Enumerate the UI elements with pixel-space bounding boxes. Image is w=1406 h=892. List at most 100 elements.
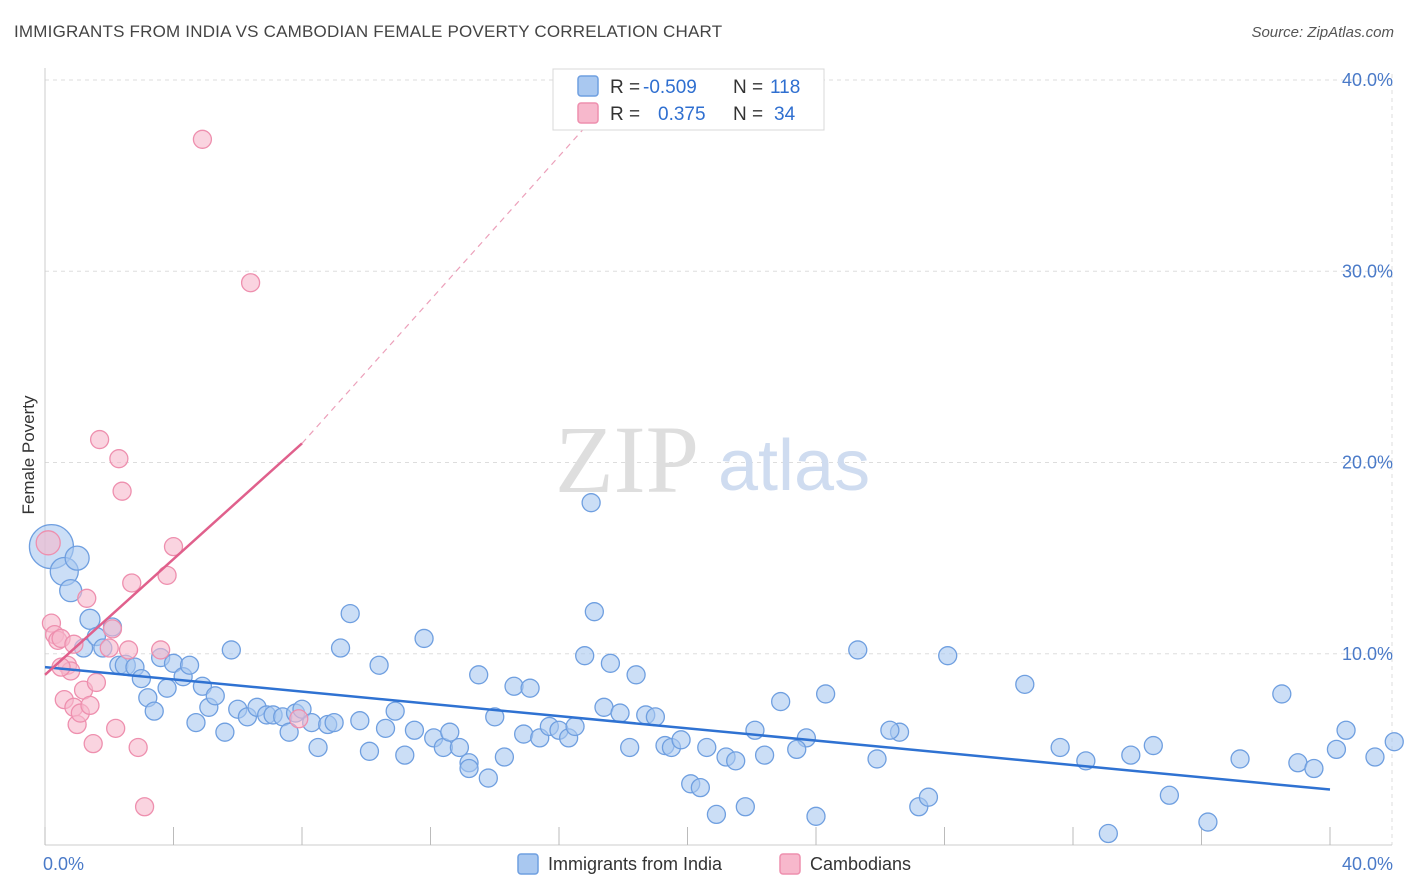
- point-india-39: [330, 638, 351, 658]
- point-india-108: [1304, 758, 1324, 779]
- point-india-115: [787, 739, 807, 760]
- point-cambodian-22: [122, 573, 142, 593]
- point-india-65: [565, 716, 585, 737]
- point-india-116: [581, 493, 601, 513]
- legend-n-label-india: N =: [733, 77, 763, 98]
- bottom-legend-swatch-cambodian: [779, 853, 801, 875]
- point-cambodian-16: [99, 638, 119, 658]
- axis-layer: 10.0% 20.0% 30.0% 40.0% 0.0% 40.0%: [43, 68, 1393, 874]
- point-india-58: [504, 676, 524, 696]
- point-india-12: [131, 668, 152, 689]
- point-cambodian-14: [86, 672, 107, 693]
- chart-title: IMMIGRANTS FROM INDIA VS CAMBODIAN FEMAL…: [14, 22, 723, 41]
- point-india-101: [1121, 745, 1141, 765]
- point-india-51: [440, 722, 460, 742]
- point-india-42: [359, 741, 380, 761]
- point-india-109: [1326, 739, 1347, 760]
- legend-swatch-india: [577, 75, 599, 97]
- y-axis-title: Female Poverty: [19, 395, 38, 515]
- point-india-56: [485, 707, 505, 727]
- point-india-102: [1143, 735, 1163, 756]
- point-india-97: [1015, 674, 1035, 694]
- point-india-19: [179, 655, 200, 675]
- point-cambodian-29: [240, 273, 261, 293]
- point-india-77: [671, 730, 691, 750]
- legend-r-value-india: -0.509: [643, 77, 697, 98]
- point-cambodian-15: [89, 429, 110, 450]
- point-india-91: [848, 640, 868, 660]
- legend-r-label-india: R =: [610, 77, 640, 98]
- point-india-110: [1336, 720, 1356, 740]
- y-tick-label-30: 30.0%: [1342, 261, 1393, 281]
- point-india-14: [144, 701, 164, 721]
- point-cambodian-27: [163, 537, 184, 557]
- point-india-4: [79, 608, 101, 630]
- point-india-70: [610, 703, 630, 723]
- point-india-59: [514, 724, 534, 744]
- point-india-24: [215, 722, 235, 742]
- point-india-68: [594, 697, 614, 717]
- point-cambodian-24: [134, 797, 155, 817]
- point-india-81: [706, 804, 727, 825]
- point-india-2: [64, 545, 90, 571]
- point-india-107: [1288, 753, 1308, 773]
- point-india-23: [205, 686, 225, 706]
- legend-n-value-india: 118: [770, 77, 800, 98]
- point-india-25: [221, 640, 241, 660]
- point-india-36: [308, 737, 328, 758]
- point-india-54: [469, 665, 489, 685]
- point-india-20: [186, 712, 206, 733]
- legend-box: R = -0.509 N = 118 R = 0.375 N = 34: [552, 68, 825, 131]
- point-cambodian-12: [77, 588, 97, 608]
- point-cambodian-25: [150, 640, 171, 660]
- legend-r-label-cambodian: R =: [610, 104, 640, 125]
- y-tick-label-10: 10.0%: [1342, 644, 1393, 664]
- point-cambodian-17: [102, 619, 123, 639]
- point-cambodian-23: [128, 737, 148, 758]
- watermark: ZIP atlas: [555, 406, 870, 513]
- point-india-40: [340, 603, 360, 624]
- bottom-legend-label-cambodian: Cambodians: [810, 854, 911, 874]
- watermark-atlas: atlas: [718, 426, 870, 506]
- point-cambodian-32: [80, 695, 100, 716]
- point-india-69: [600, 653, 621, 673]
- legend-swatch-cambodian: [577, 102, 599, 124]
- point-india-111: [1365, 747, 1385, 767]
- point-india-47: [404, 720, 425, 740]
- points-layer: [28, 129, 1404, 844]
- bottom-legend: Immigrants from India Cambodians: [517, 853, 911, 875]
- bottom-legend-swatch-india: [517, 853, 539, 875]
- point-india-67: [584, 602, 604, 622]
- y-tick-label-20: 20.0%: [1342, 453, 1393, 473]
- point-cambodian-21: [118, 640, 139, 660]
- point-india-44: [375, 718, 396, 738]
- point-india-96: [938, 646, 958, 666]
- point-india-103: [1159, 785, 1180, 805]
- x-tick-label-max: 40.0%: [1342, 854, 1393, 874]
- point-india-83: [726, 751, 746, 771]
- legend-r-value-cambodian: 0.375: [658, 104, 706, 125]
- point-india-112: [1384, 732, 1404, 752]
- point-india-32: [279, 722, 299, 742]
- point-cambodian-28: [192, 129, 213, 149]
- point-india-48: [414, 628, 434, 649]
- point-india-74: [645, 707, 666, 727]
- point-cambodian-33: [64, 634, 84, 654]
- point-india-89: [806, 806, 826, 826]
- point-india-105: [1230, 749, 1250, 769]
- point-india-71: [620, 737, 640, 758]
- point-india-66: [575, 646, 595, 666]
- point-india-106: [1272, 684, 1292, 704]
- point-cambodian-13: [83, 733, 103, 754]
- point-cambodian-0: [35, 530, 61, 556]
- point-cambodian-30: [289, 709, 309, 729]
- legend-n-value-cambodian: 34: [774, 104, 796, 125]
- point-india-80: [697, 737, 717, 758]
- point-india-86: [754, 745, 775, 765]
- x-tick-label-min: 0.0%: [43, 854, 84, 874]
- point-india-43: [369, 655, 389, 675]
- watermark-zip: ZIP: [555, 406, 699, 513]
- point-india-100: [1098, 823, 1118, 844]
- point-india-60: [520, 678, 540, 698]
